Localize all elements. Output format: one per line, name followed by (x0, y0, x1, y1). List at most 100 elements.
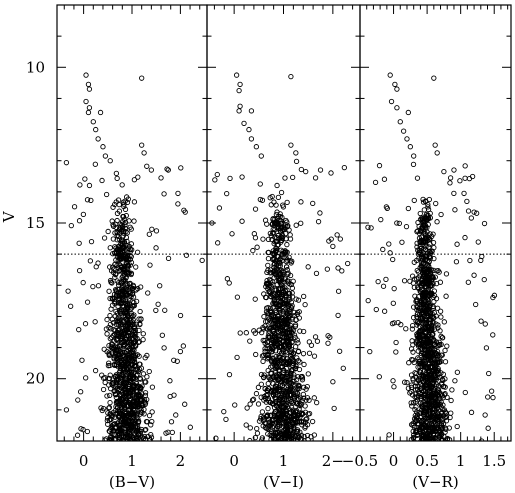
star-point (442, 359, 449, 365)
star-point (136, 316, 142, 322)
bright-star-point (139, 75, 145, 81)
star-point (78, 389, 84, 395)
star-point (421, 207, 427, 213)
bright-star-point (241, 120, 247, 126)
star-point (122, 206, 129, 212)
star-point (283, 236, 289, 242)
star-point (254, 244, 260, 250)
x-tick-label: −0.5 (342, 452, 378, 470)
star-point (422, 280, 428, 287)
star-point (465, 279, 471, 285)
star-point (76, 327, 82, 333)
star-point (406, 360, 412, 366)
star-point (268, 202, 274, 208)
star-point (131, 347, 137, 353)
bright-star-point (432, 142, 438, 148)
star-point (491, 292, 498, 298)
star-point (299, 377, 306, 383)
star-point (270, 226, 276, 233)
star-point (118, 365, 124, 372)
y-tick-label: 15 (26, 214, 45, 232)
star-point (365, 224, 371, 230)
star-point (283, 335, 289, 341)
star-point (264, 269, 270, 276)
star-point (291, 378, 297, 385)
star-point (140, 371, 147, 377)
star-point (485, 394, 491, 400)
star-point (143, 379, 149, 385)
bright-star-point (141, 150, 147, 156)
star-point (280, 423, 286, 430)
star-point (278, 234, 284, 240)
star-point (422, 408, 429, 414)
star-point (289, 432, 295, 439)
star-point (115, 289, 121, 296)
star-point (300, 391, 306, 398)
star-point (253, 351, 259, 358)
star-point (393, 339, 399, 346)
star-point (435, 322, 441, 328)
star-point (306, 339, 313, 345)
star-point (424, 257, 431, 264)
star-point (120, 365, 127, 371)
star-point (124, 199, 131, 206)
bright-star-point (388, 98, 395, 105)
star-point (145, 433, 151, 440)
star-point (103, 191, 110, 198)
star-point (265, 367, 271, 374)
star-point (124, 372, 130, 378)
star-point (282, 300, 288, 307)
star-point (76, 218, 83, 224)
star-point (427, 269, 434, 275)
star-point (404, 380, 410, 386)
star-point (168, 419, 175, 425)
star-point (115, 250, 122, 257)
star-point (413, 404, 419, 410)
star-point (422, 199, 429, 205)
star-point (285, 416, 292, 422)
star-point (118, 333, 124, 340)
y-tick-label: 10 (26, 58, 45, 76)
star-point (399, 239, 405, 245)
star-point (134, 249, 141, 255)
star-point (129, 375, 135, 381)
star-point (266, 374, 272, 380)
star-point (79, 357, 85, 363)
star-point (277, 333, 283, 340)
star-point (123, 228, 129, 235)
star-point (68, 303, 74, 309)
bright-star-point (93, 126, 99, 133)
star-point (129, 394, 136, 400)
star-point (262, 340, 268, 347)
star-point (145, 290, 151, 296)
star-point (88, 197, 94, 204)
star-point (434, 361, 440, 367)
star-point (444, 394, 450, 401)
star-point (215, 240, 221, 246)
star-point (401, 379, 408, 385)
star-point (434, 398, 440, 405)
star-point (126, 281, 132, 287)
star-point (104, 316, 110, 323)
star-point (260, 236, 266, 242)
star-point (147, 262, 153, 268)
star-point (177, 312, 184, 319)
star-point (142, 390, 149, 396)
star-point (261, 291, 267, 297)
star-point (421, 250, 427, 257)
star-point (296, 366, 303, 373)
star-point (475, 239, 481, 245)
star-point (126, 300, 132, 306)
star-point (290, 357, 296, 364)
star-point (250, 396, 257, 402)
star-point (153, 307, 159, 314)
star-point (104, 331, 110, 337)
star-point (110, 204, 116, 210)
star-point (435, 325, 441, 331)
star-point (113, 287, 119, 293)
star-point (418, 255, 424, 261)
star-point (120, 376, 126, 382)
data-points (365, 72, 498, 441)
star-point (115, 197, 122, 203)
star-point (457, 178, 463, 184)
